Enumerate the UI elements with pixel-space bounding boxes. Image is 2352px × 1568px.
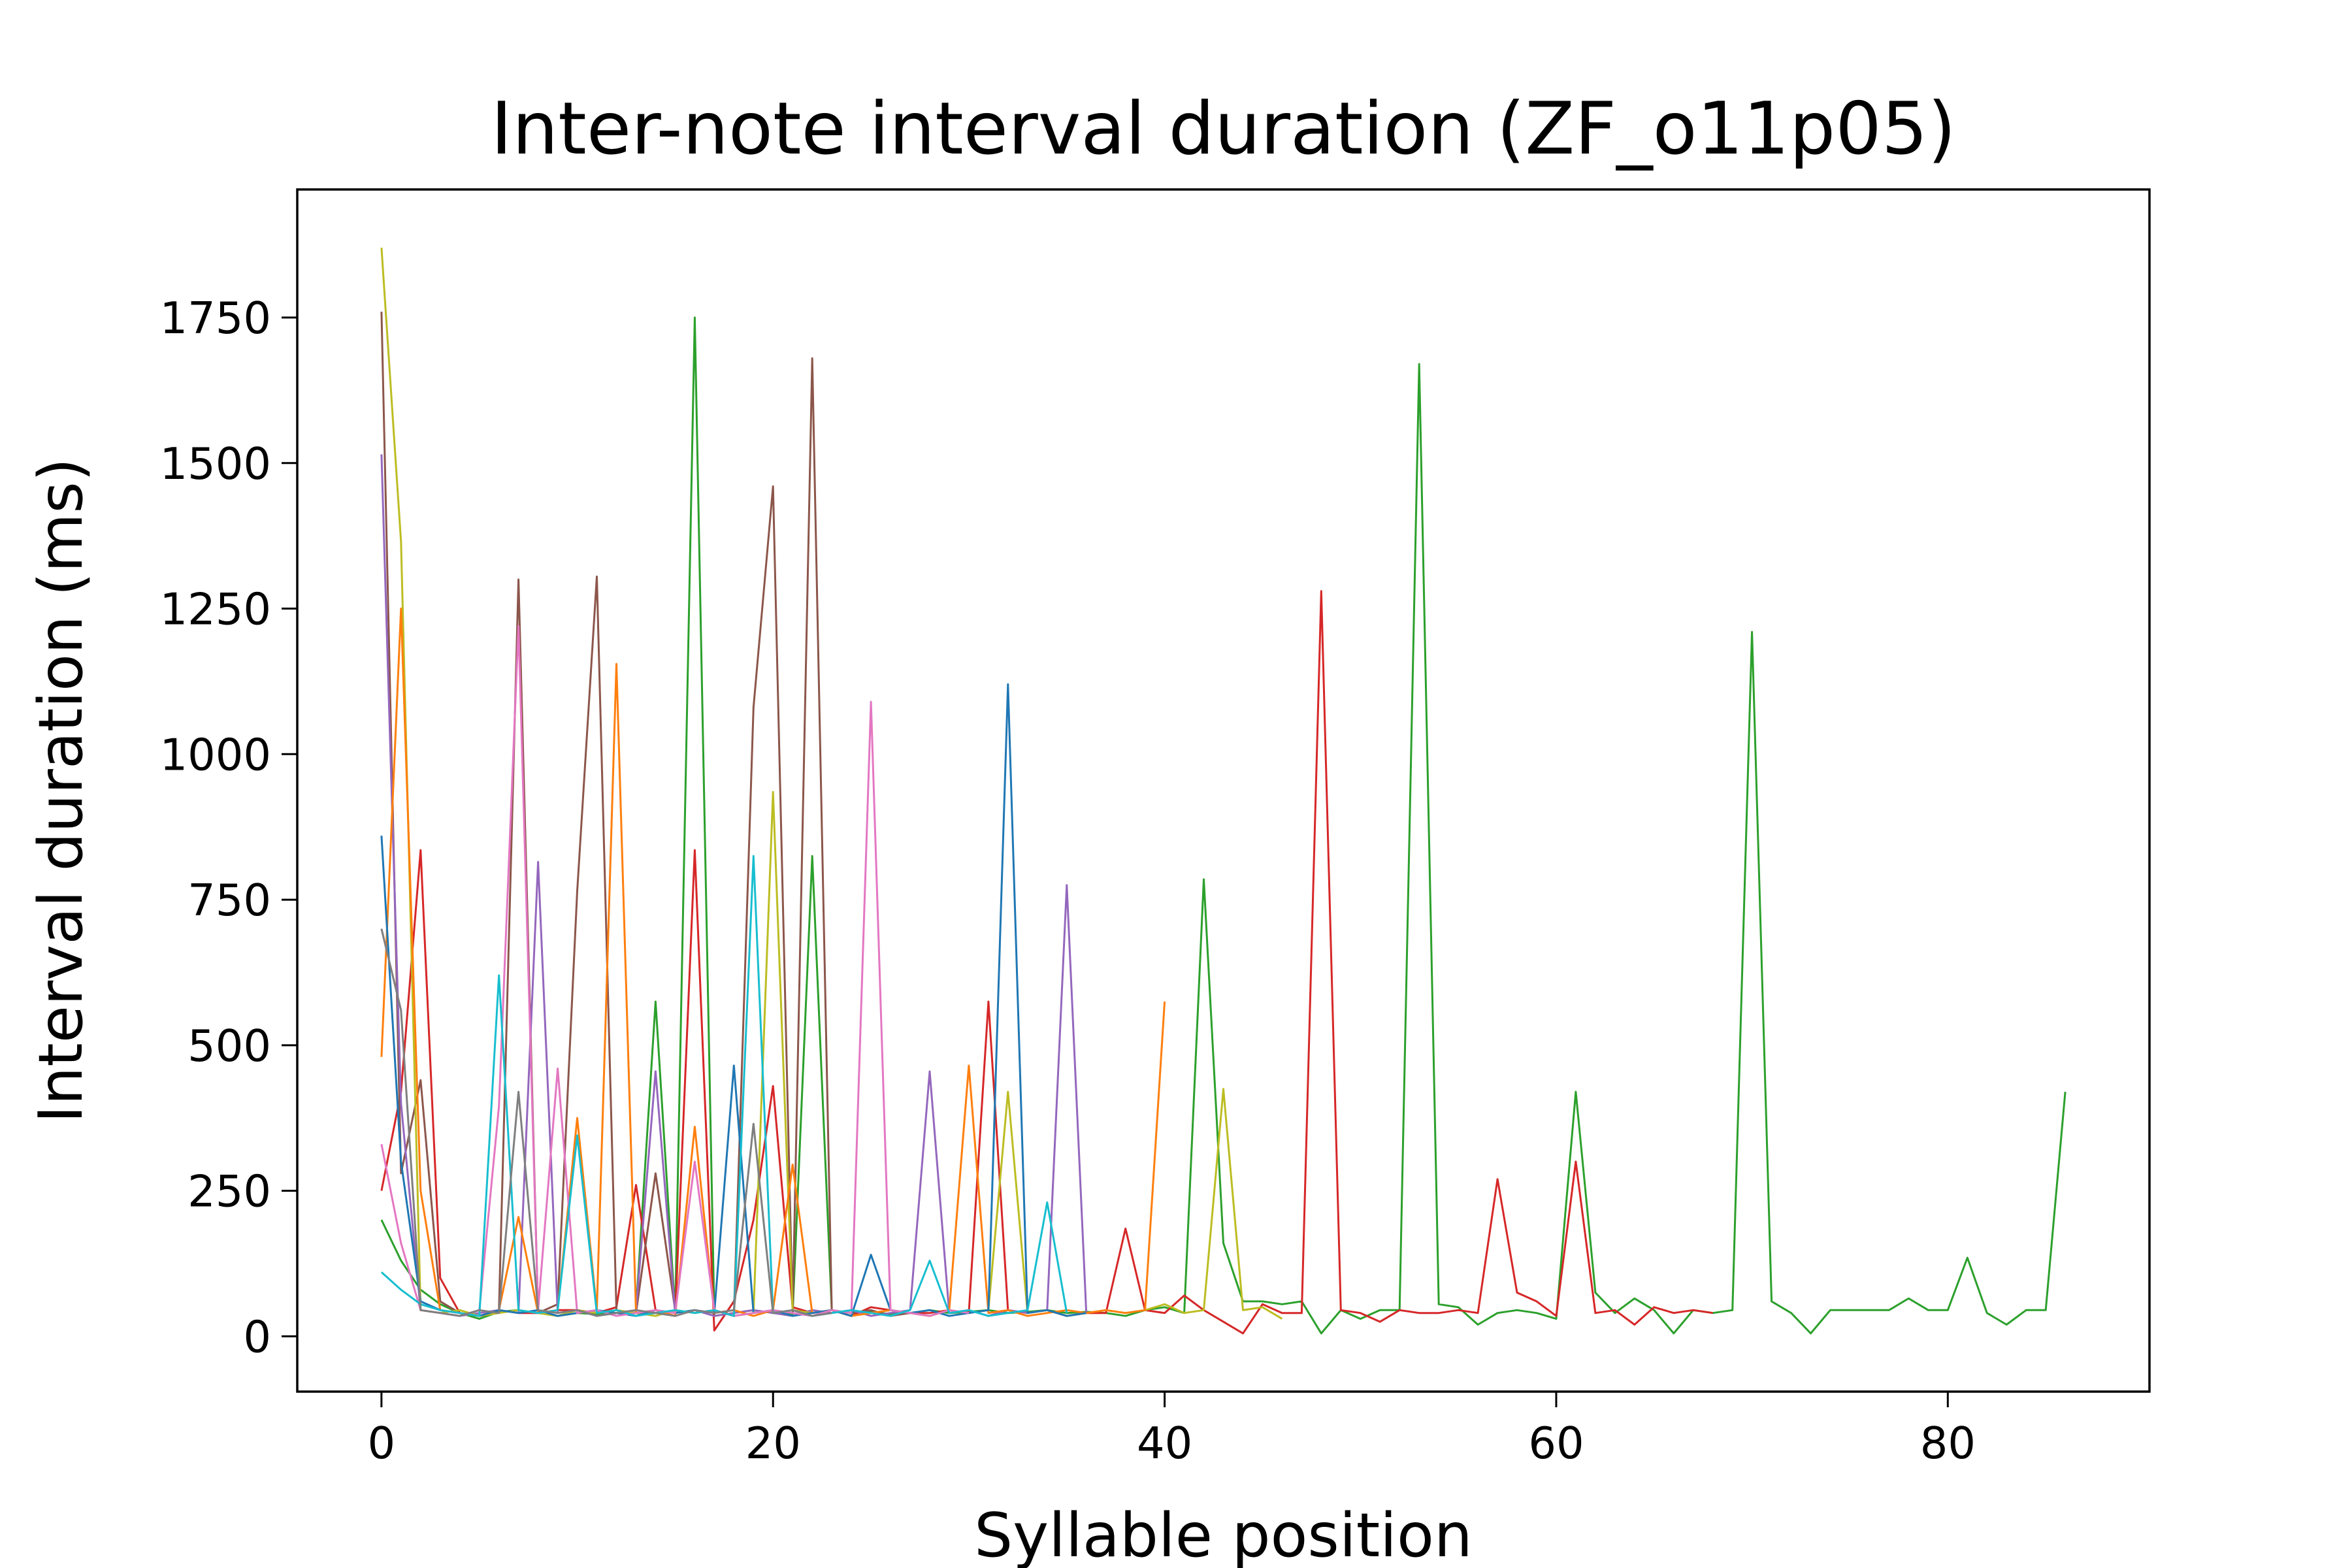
x-tick-label: 40 bbox=[1137, 1418, 1192, 1469]
x-tick-label: 0 bbox=[368, 1418, 396, 1469]
y-tick-label: 1500 bbox=[159, 438, 271, 489]
series-line-9 bbox=[380, 855, 1068, 1317]
y-tick-label: 750 bbox=[188, 875, 271, 926]
y-tick-label: 0 bbox=[243, 1311, 271, 1362]
y-tick-label: 500 bbox=[188, 1021, 271, 1071]
y-tick-label: 1000 bbox=[159, 729, 271, 780]
y-axis-label: Interval duration (ms) bbox=[25, 458, 96, 1123]
y-tick-label: 1750 bbox=[159, 293, 271, 344]
chart-title: Inter-note interval duration (ZF_o11p05) bbox=[491, 87, 1956, 171]
y-axis-ticks: 0 250 500 750 1000 1250 1500 1750 bbox=[159, 293, 297, 1362]
x-axis-ticks: 0 20 40 60 80 bbox=[368, 1392, 1976, 1469]
x-tick-label: 60 bbox=[1528, 1418, 1584, 1469]
series-line-10 bbox=[380, 928, 832, 1317]
x-axis-label: Syllable position bbox=[974, 1500, 1473, 1568]
y-tick-label: 1250 bbox=[159, 584, 271, 635]
plot-frame bbox=[296, 188, 2151, 1393]
x-tick-label: 80 bbox=[1920, 1418, 1976, 1469]
series-layer bbox=[380, 248, 2066, 1335]
x-tick-label: 20 bbox=[745, 1418, 801, 1469]
series-line-1 bbox=[380, 316, 2066, 1335]
y-tick-label: 250 bbox=[188, 1166, 271, 1217]
